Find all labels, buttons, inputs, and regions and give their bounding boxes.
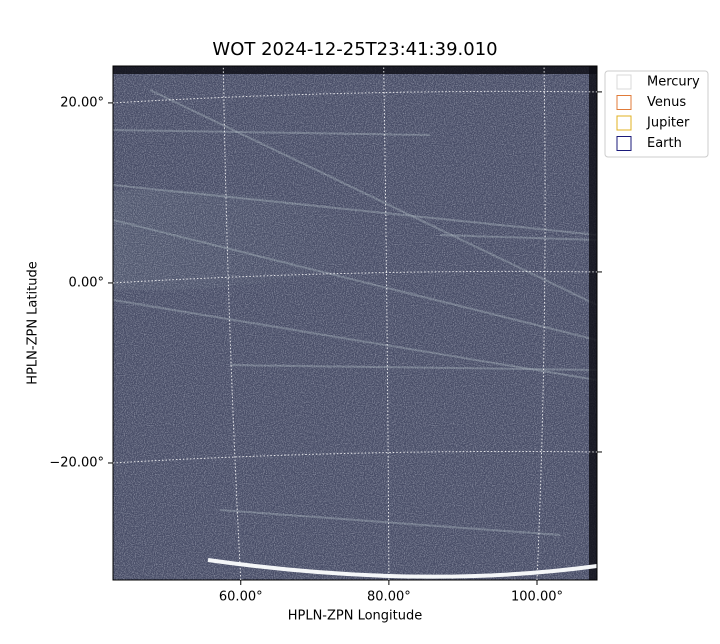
legend: Mercury Venus Jupiter Earth bbox=[604, 70, 709, 158]
legend-swatch bbox=[616, 95, 632, 110]
grid-line bbox=[112, 450, 598, 464]
x-tick-label: 100.00° bbox=[511, 590, 563, 605]
x-tick-label: 60.00° bbox=[219, 590, 263, 605]
grid-line bbox=[222, 65, 242, 581]
grid-line bbox=[536, 65, 546, 581]
legend-label: Mercury bbox=[647, 75, 700, 90]
y-tick-label: −20.00° bbox=[49, 455, 104, 470]
grid-line bbox=[112, 270, 598, 284]
grid-line bbox=[112, 90, 598, 104]
chart-title: WOT 2024-12-25T23:41:39.010 bbox=[212, 39, 497, 60]
axes-frame bbox=[112, 65, 598, 581]
y-tick-label: 0.00° bbox=[69, 275, 104, 290]
legend-label: Venus bbox=[647, 95, 686, 110]
legend-label: Jupiter bbox=[646, 116, 690, 131]
y-axis-label: HPLN-ZPN Latitude bbox=[26, 261, 41, 384]
legend-swatch bbox=[616, 136, 632, 151]
y-tick-label: 20.00° bbox=[60, 95, 104, 110]
x-tick-label: 80.00° bbox=[367, 590, 411, 605]
image bbox=[113, 66, 598, 580]
x-axis-label: HPLN-ZPN Longitude bbox=[288, 609, 423, 624]
grid-line bbox=[383, 65, 390, 581]
legend-swatch bbox=[616, 74, 632, 90]
legend-swatch bbox=[616, 115, 632, 131]
legend-label: Earth bbox=[647, 136, 682, 151]
legend-frame bbox=[604, 70, 709, 158]
